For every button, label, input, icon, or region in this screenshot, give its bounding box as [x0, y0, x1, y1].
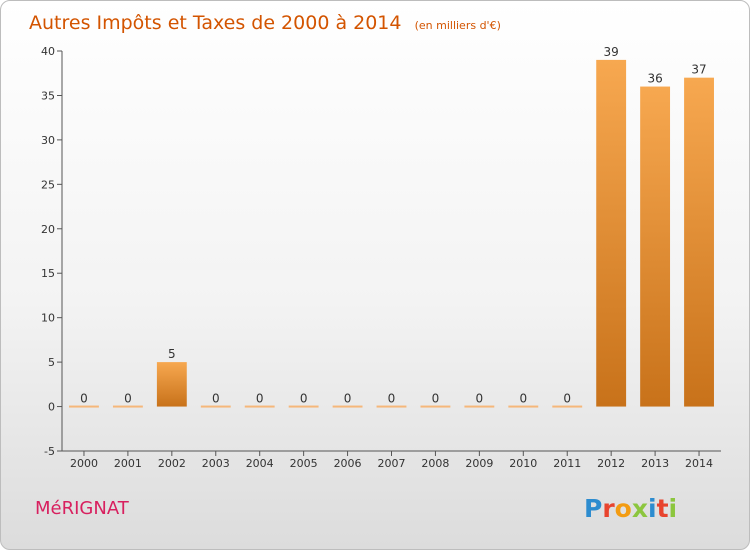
x-tick-label: 2000 [70, 457, 98, 470]
x-tick-label: 2007 [378, 457, 406, 470]
data-label: 0 [476, 392, 484, 406]
x-tick-label: 2004 [246, 457, 274, 470]
y-tick-label: 40 [41, 45, 55, 58]
y-tick-label: 30 [41, 134, 55, 147]
x-tick-label: 2011 [553, 457, 581, 470]
proxiti-logo-letter: r [602, 494, 615, 523]
place-name: MéRIGNAT [35, 498, 130, 519]
y-tick-label: 0 [48, 401, 55, 414]
x-tick-label: 2001 [114, 457, 142, 470]
bar [552, 405, 583, 408]
data-label: 5 [168, 347, 176, 361]
y-tick-label: 15 [41, 267, 55, 280]
data-label: 0 [212, 392, 220, 406]
data-label: 0 [256, 392, 264, 406]
x-tick-label: 2006 [334, 457, 362, 470]
data-label: 0 [124, 392, 132, 406]
x-tick-label: 2010 [509, 457, 537, 470]
data-label: 36 [647, 72, 662, 86]
data-label: 0 [388, 392, 396, 406]
data-label: 0 [80, 392, 88, 406]
proxiti-logo-letter: P [584, 494, 602, 523]
bar [640, 86, 671, 407]
bar [112, 405, 143, 408]
data-label: 0 [563, 392, 571, 406]
data-label: 0 [432, 392, 440, 406]
bar [596, 59, 627, 407]
bar [420, 405, 451, 408]
bar [376, 405, 407, 408]
data-label: 0 [344, 392, 352, 406]
bar [684, 77, 714, 407]
x-tick-label: 2003 [202, 457, 230, 470]
data-labels: 0 0 5 0 0 0 0 0 0 0 0 0 39 36 37 [80, 45, 707, 406]
x-tick-label: 2005 [290, 457, 318, 470]
proxiti-logo-letter: o [615, 494, 632, 523]
chart-title-main: Autres Impôts et Taxes de 2000 à 2014 (e… [29, 12, 501, 34]
x-tick-label: 2014 [685, 457, 713, 470]
y-tick-label: 5 [48, 356, 55, 369]
bar [69, 405, 99, 408]
data-label: 0 [519, 392, 527, 406]
bar [288, 405, 319, 408]
proxiti-logo-letter: t [657, 494, 669, 523]
bar [332, 405, 363, 408]
y-tick-label: 25 [41, 178, 55, 191]
proxiti-logo-letter: i [648, 494, 657, 523]
x-tick-label: 2008 [421, 457, 449, 470]
bar [508, 405, 539, 408]
y-tick-label: 35 [41, 89, 55, 102]
x-tick-label: 2013 [641, 457, 669, 470]
axes: -5 0 5 10 15 20 25 30 35 40 2000 2001 2002 2003 2004 20… [41, 45, 721, 470]
data-label: 37 [691, 63, 706, 77]
y-tick-label: 20 [41, 223, 55, 236]
proxiti-logo-letter: x [632, 494, 648, 523]
bar [464, 405, 495, 408]
bars [69, 59, 714, 408]
data-label: 39 [604, 45, 619, 59]
bar [200, 405, 231, 408]
y-tick-label: 10 [41, 312, 55, 325]
x-tick-label: 2002 [158, 457, 186, 470]
x-tick-label: 2012 [597, 457, 625, 470]
proxiti-logo: Proxiti [584, 494, 677, 523]
x-tick-label: 2009 [465, 457, 493, 470]
data-label: 0 [300, 392, 308, 406]
bar [156, 362, 187, 407]
proxiti-logo-letter: i [669, 494, 678, 523]
bar [244, 405, 275, 408]
y-tick-label: -5 [44, 445, 55, 458]
